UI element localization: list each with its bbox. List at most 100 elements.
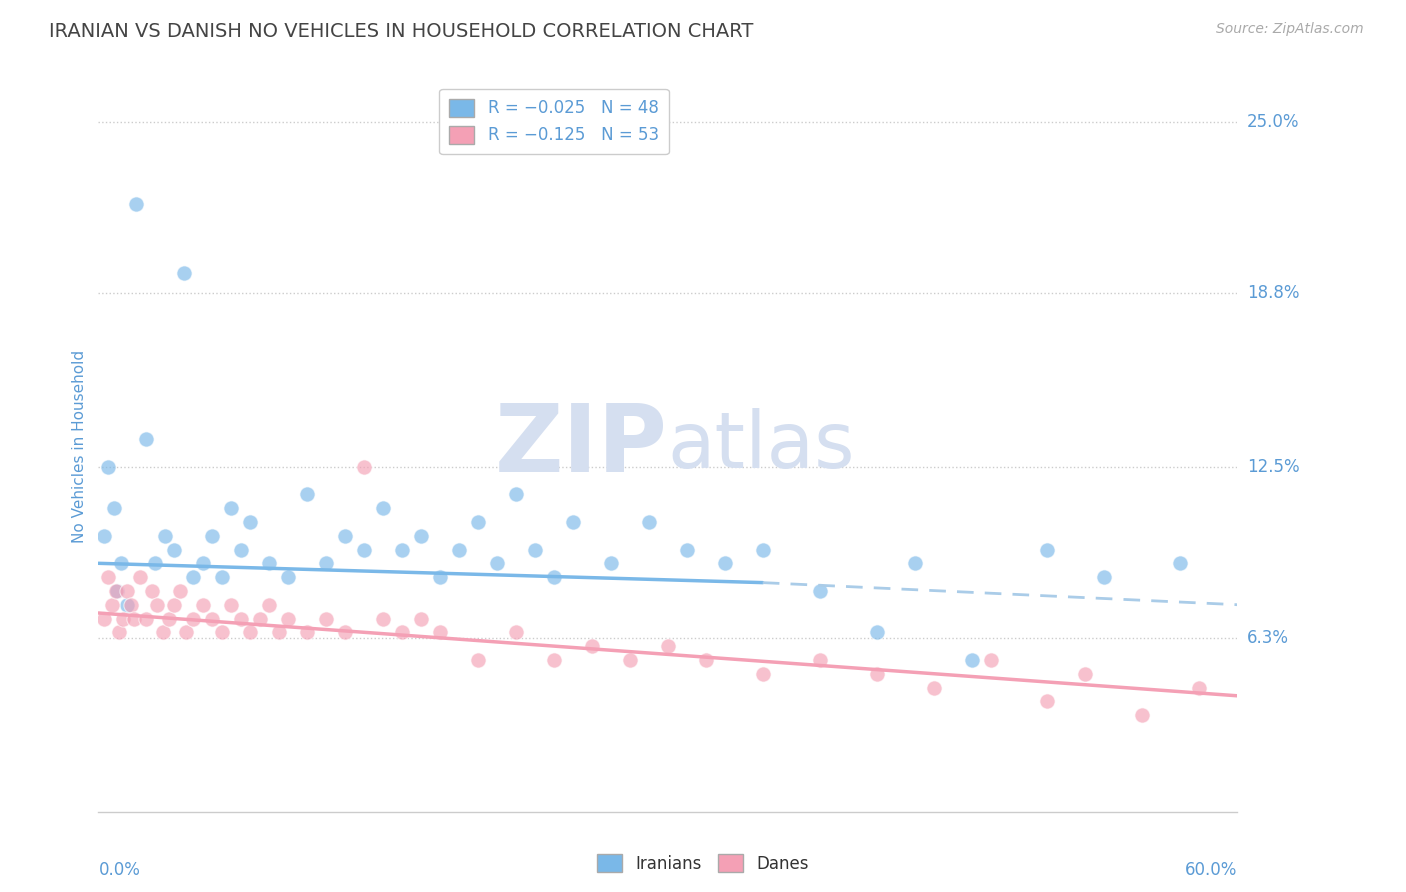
Y-axis label: No Vehicles in Household: No Vehicles in Household <box>72 350 87 542</box>
Point <box>808 583 831 598</box>
Point <box>1074 666 1097 681</box>
Legend: R = −0.025   N = 48, R = −0.125   N = 53: R = −0.025 N = 48, R = −0.125 N = 53 <box>439 88 669 154</box>
Point <box>1036 542 1059 557</box>
Point <box>315 557 337 571</box>
Legend: Iranians, Danes: Iranians, Danes <box>591 847 815 880</box>
Point <box>866 666 889 681</box>
Point <box>211 625 233 640</box>
Point <box>103 501 125 516</box>
Point <box>467 515 489 529</box>
Point <box>277 570 299 584</box>
Point <box>1188 681 1211 695</box>
Point <box>353 542 375 557</box>
Point <box>505 625 527 640</box>
Point <box>115 583 138 598</box>
Point <box>1132 708 1154 723</box>
Point <box>129 570 152 584</box>
Point <box>277 611 299 625</box>
Point <box>183 611 205 625</box>
Point <box>124 611 146 625</box>
Point <box>808 653 831 667</box>
Text: 6.3%: 6.3% <box>1247 629 1289 647</box>
Point <box>100 598 122 612</box>
Point <box>221 598 243 612</box>
Point <box>353 459 375 474</box>
Point <box>447 542 470 557</box>
Point <box>371 501 394 516</box>
Text: ZIP: ZIP <box>495 400 668 492</box>
Point <box>221 501 243 516</box>
Point <box>145 557 167 571</box>
Point <box>335 625 357 640</box>
Point <box>112 611 135 625</box>
Point <box>619 653 641 667</box>
Point <box>1094 570 1116 584</box>
Point <box>676 542 699 557</box>
Point <box>183 570 205 584</box>
Point <box>524 542 547 557</box>
Text: IRANIAN VS DANISH NO VEHICLES IN HOUSEHOLD CORRELATION CHART: IRANIAN VS DANISH NO VEHICLES IN HOUSEHO… <box>49 22 754 41</box>
Point <box>173 267 195 281</box>
Point <box>714 557 737 571</box>
Point <box>315 611 337 625</box>
Point <box>201 611 224 625</box>
Point <box>169 583 191 598</box>
Point <box>979 653 1001 667</box>
Point <box>135 611 157 625</box>
Point <box>335 529 357 543</box>
Point <box>960 653 983 667</box>
Point <box>866 625 889 640</box>
Point <box>695 653 717 667</box>
Point <box>543 570 565 584</box>
Point <box>211 570 233 584</box>
Point <box>108 625 131 640</box>
Point <box>391 542 413 557</box>
Point <box>411 529 433 543</box>
Point <box>115 598 138 612</box>
Point <box>191 557 214 571</box>
Point <box>135 432 157 446</box>
Text: 0.0%: 0.0% <box>98 862 141 880</box>
Point <box>429 570 451 584</box>
Point <box>543 653 565 667</box>
Text: Source: ZipAtlas.com: Source: ZipAtlas.com <box>1216 22 1364 37</box>
Point <box>93 529 115 543</box>
Point <box>657 639 679 653</box>
Text: 60.0%: 60.0% <box>1185 862 1237 880</box>
Point <box>922 681 945 695</box>
Text: 18.8%: 18.8% <box>1247 284 1299 301</box>
Point <box>239 625 262 640</box>
Point <box>107 583 129 598</box>
Point <box>1036 694 1059 708</box>
Point <box>97 459 120 474</box>
Point <box>152 625 174 640</box>
Point <box>904 557 927 571</box>
Point <box>157 611 180 625</box>
Point <box>391 625 413 640</box>
Point <box>411 611 433 625</box>
Point <box>97 570 120 584</box>
Point <box>174 625 197 640</box>
Point <box>201 529 224 543</box>
Point <box>191 598 214 612</box>
Point <box>752 542 775 557</box>
Point <box>163 542 186 557</box>
Text: 12.5%: 12.5% <box>1247 458 1299 475</box>
Point <box>229 611 252 625</box>
Point <box>752 666 775 681</box>
Point <box>93 611 115 625</box>
Point <box>581 639 603 653</box>
Text: 25.0%: 25.0% <box>1247 112 1299 131</box>
Point <box>505 487 527 501</box>
Point <box>371 611 394 625</box>
Text: atlas: atlas <box>668 408 855 484</box>
Point <box>297 625 319 640</box>
Point <box>104 583 127 598</box>
Point <box>141 583 163 598</box>
Point <box>562 515 585 529</box>
Point <box>249 611 271 625</box>
Point <box>229 542 252 557</box>
Point <box>429 625 451 640</box>
Point <box>486 557 509 571</box>
Point <box>267 625 290 640</box>
